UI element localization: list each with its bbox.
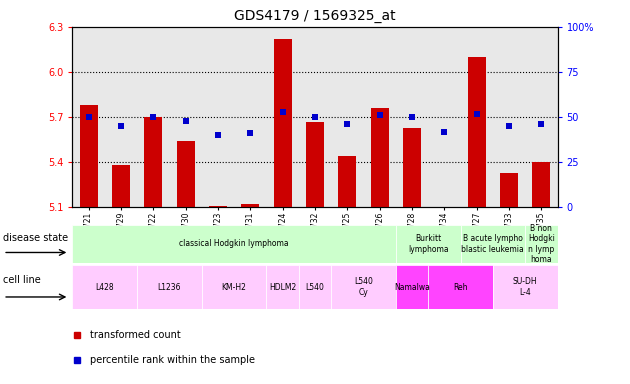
Bar: [500, 173, 518, 207]
Text: L1236: L1236: [158, 283, 181, 291]
Text: SU-DH
L-4: SU-DH L-4: [513, 277, 537, 297]
Bar: [144, 117, 162, 207]
Bar: [371, 108, 389, 207]
Bar: [72, 265, 137, 309]
Bar: [493, 265, 558, 309]
Bar: [396, 225, 461, 263]
Text: percentile rank within the sample: percentile rank within the sample: [90, 355, 255, 365]
Bar: [435, 207, 453, 210]
Title: GDS4179 / 1569325_at: GDS4179 / 1569325_at: [234, 9, 396, 23]
Text: L540: L540: [306, 283, 324, 291]
Bar: [266, 265, 299, 309]
Bar: [137, 265, 202, 309]
Bar: [299, 265, 331, 309]
Bar: [338, 156, 356, 207]
Text: HDLM2: HDLM2: [269, 283, 296, 291]
Bar: [72, 225, 396, 263]
Bar: [306, 122, 324, 207]
Text: Reh: Reh: [453, 283, 468, 291]
Bar: [461, 225, 525, 263]
Text: B acute lympho
blastic leukemia: B acute lympho blastic leukemia: [462, 234, 524, 253]
Bar: [209, 206, 227, 207]
Text: L428: L428: [96, 283, 114, 291]
Bar: [396, 265, 428, 309]
Bar: [112, 165, 130, 207]
Bar: [468, 57, 486, 207]
Bar: [331, 265, 396, 309]
Bar: [403, 127, 421, 207]
Text: B non
Hodgki
n lymp
homa: B non Hodgki n lymp homa: [528, 224, 555, 264]
Bar: [177, 141, 195, 207]
Text: disease state: disease state: [3, 233, 68, 243]
Text: Burkitt
lymphoma: Burkitt lymphoma: [408, 234, 449, 253]
Bar: [274, 39, 292, 207]
Text: transformed count: transformed count: [90, 330, 181, 340]
Bar: [525, 225, 558, 263]
Bar: [202, 265, 266, 309]
Text: L540
Cy: L540 Cy: [354, 277, 373, 297]
Bar: [532, 162, 550, 207]
Bar: [241, 204, 259, 207]
Bar: [80, 105, 98, 207]
Bar: [428, 265, 493, 309]
Text: classical Hodgkin lymphoma: classical Hodgkin lymphoma: [180, 239, 289, 248]
Text: KM-H2: KM-H2: [222, 283, 246, 291]
Text: cell line: cell line: [3, 275, 41, 285]
Text: Namalwa: Namalwa: [394, 283, 430, 291]
